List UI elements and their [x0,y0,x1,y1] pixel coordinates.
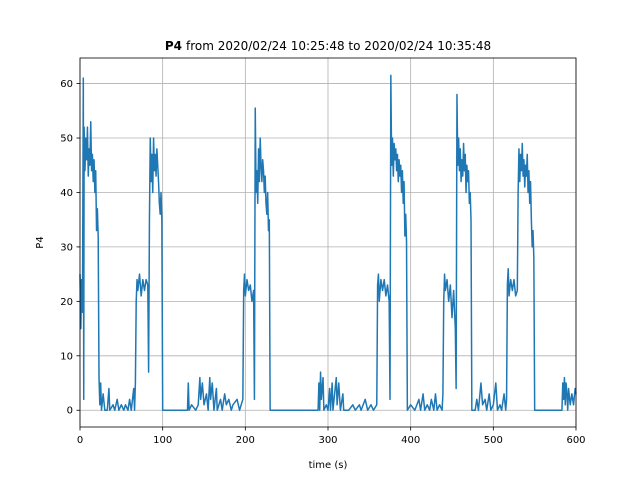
x-tick-label: 500 [484,435,503,446]
y-tick-label: 20 [60,297,73,308]
y-tick-label: 60 [60,79,73,90]
plot [79,74,577,411]
y-tick-label: 30 [60,242,73,253]
y-tick-label: 0 [67,406,73,417]
x-tick-label: 400 [401,435,420,446]
data-line [79,74,577,411]
chart-title: P4 from 2020/02/24 10:25:48 to 2020/02/24… [165,39,491,53]
y-axis-label: P4 [35,236,46,248]
x-tick-label: 600 [566,435,585,446]
x-tick-label: 300 [318,435,337,446]
title-bold: P4 [165,39,182,53]
y-tick-label: 50 [60,134,73,145]
title-text: from 2020/02/24 10:25:48 to 2020/02/24 1… [186,39,491,53]
x-axis-label: time (s) [309,460,348,471]
x-tick-label: 100 [153,435,172,446]
x-tick-label: 200 [236,435,255,446]
y-tick-label: 10 [60,351,73,362]
y-tick-label: 40 [60,188,73,199]
x-tick-label: 0 [77,435,83,446]
